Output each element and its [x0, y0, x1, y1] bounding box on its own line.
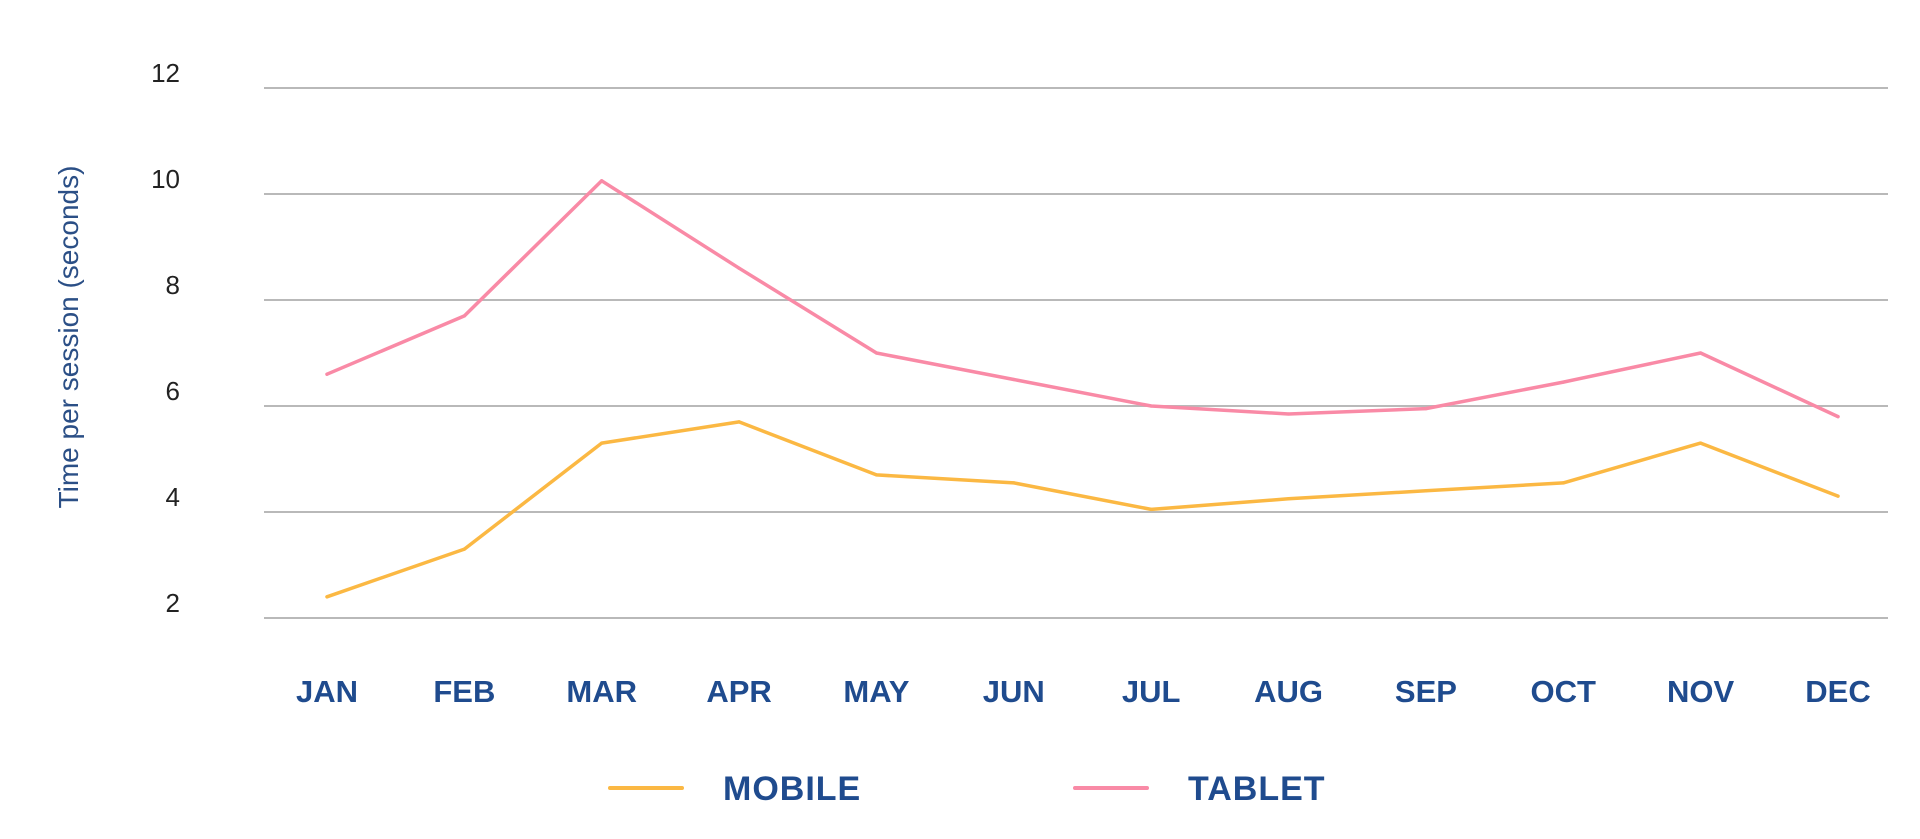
y-tick-label: 10: [151, 164, 180, 194]
y-tick-label: 8: [166, 270, 180, 300]
data-point-mobile: [1012, 481, 1016, 485]
data-point-tablet: [600, 179, 604, 183]
x-tick-label: JUN: [983, 674, 1045, 709]
y-tick-label: 12: [151, 58, 180, 88]
data-point-mobile: [462, 547, 466, 551]
x-tick-label: MAR: [566, 674, 637, 709]
y-tick-label: 4: [166, 482, 180, 512]
series-mobile: [325, 420, 1840, 599]
x-axis-tick-labels: JAN FEB MAR APR MAY JUN JUL AUG SEP OCT NOV DEC: [296, 674, 1871, 709]
legend-item-mobile: MOBILE: [608, 770, 861, 808]
series-line-tablet: [325, 179, 1840, 419]
x-tick-label: APR: [706, 674, 771, 709]
legend-label-mobile: MOBILE: [723, 770, 861, 808]
data-point-tablet: [737, 266, 741, 270]
series-line-mobile: [325, 420, 1840, 599]
data-point-mobile: [1561, 481, 1565, 485]
data-point-mobile: [325, 595, 329, 599]
x-tick-label: JAN: [296, 674, 358, 709]
series-lines: [325, 179, 1840, 599]
data-point-mobile: [1836, 494, 1840, 498]
x-tick-label: MAY: [843, 674, 909, 709]
data-point-tablet: [1286, 412, 1291, 416]
data-point-tablet: [325, 372, 329, 376]
data-point-mobile: [600, 441, 604, 445]
data-point-tablet: [874, 351, 879, 355]
data-point-mobile: [874, 473, 879, 477]
data-point-tablet: [1699, 351, 1703, 355]
x-tick-label: FEB: [433, 674, 495, 709]
data-point-mobile: [737, 420, 741, 424]
data-point-tablet: [1149, 404, 1153, 408]
y-tick-label: 2: [166, 588, 180, 618]
data-point-tablet: [1012, 377, 1016, 382]
data-point-tablet: [1836, 415, 1840, 419]
data-point-mobile: [1286, 497, 1291, 501]
legend-label-tablet: TABLET: [1188, 770, 1326, 808]
data-point-mobile: [1424, 489, 1428, 493]
data-point-mobile: [1149, 507, 1153, 511]
gridlines: [264, 87, 1888, 619]
legend: MOBILE TABLET: [608, 770, 1326, 808]
data-point-tablet: [462, 314, 466, 318]
y-axis-tick-labels: 2 4 6 8 10 12: [151, 58, 180, 618]
x-tick-label: DEC: [1805, 674, 1870, 709]
x-tick-label: AUG: [1254, 674, 1323, 709]
legend-item-tablet: TABLET: [1073, 770, 1326, 808]
x-tick-label: SEP: [1395, 674, 1457, 709]
y-axis-title: Time per session (seconds): [53, 166, 84, 509]
x-tick-label: NOV: [1667, 674, 1735, 709]
data-point-tablet: [1561, 380, 1565, 384]
data-point-mobile: [1699, 441, 1703, 445]
x-tick-label: OCT: [1531, 674, 1597, 709]
data-point-tablet: [1424, 407, 1428, 411]
y-tick-label: 6: [166, 376, 180, 406]
x-tick-label: JUL: [1122, 674, 1181, 709]
series-tablet: [325, 179, 1840, 419]
